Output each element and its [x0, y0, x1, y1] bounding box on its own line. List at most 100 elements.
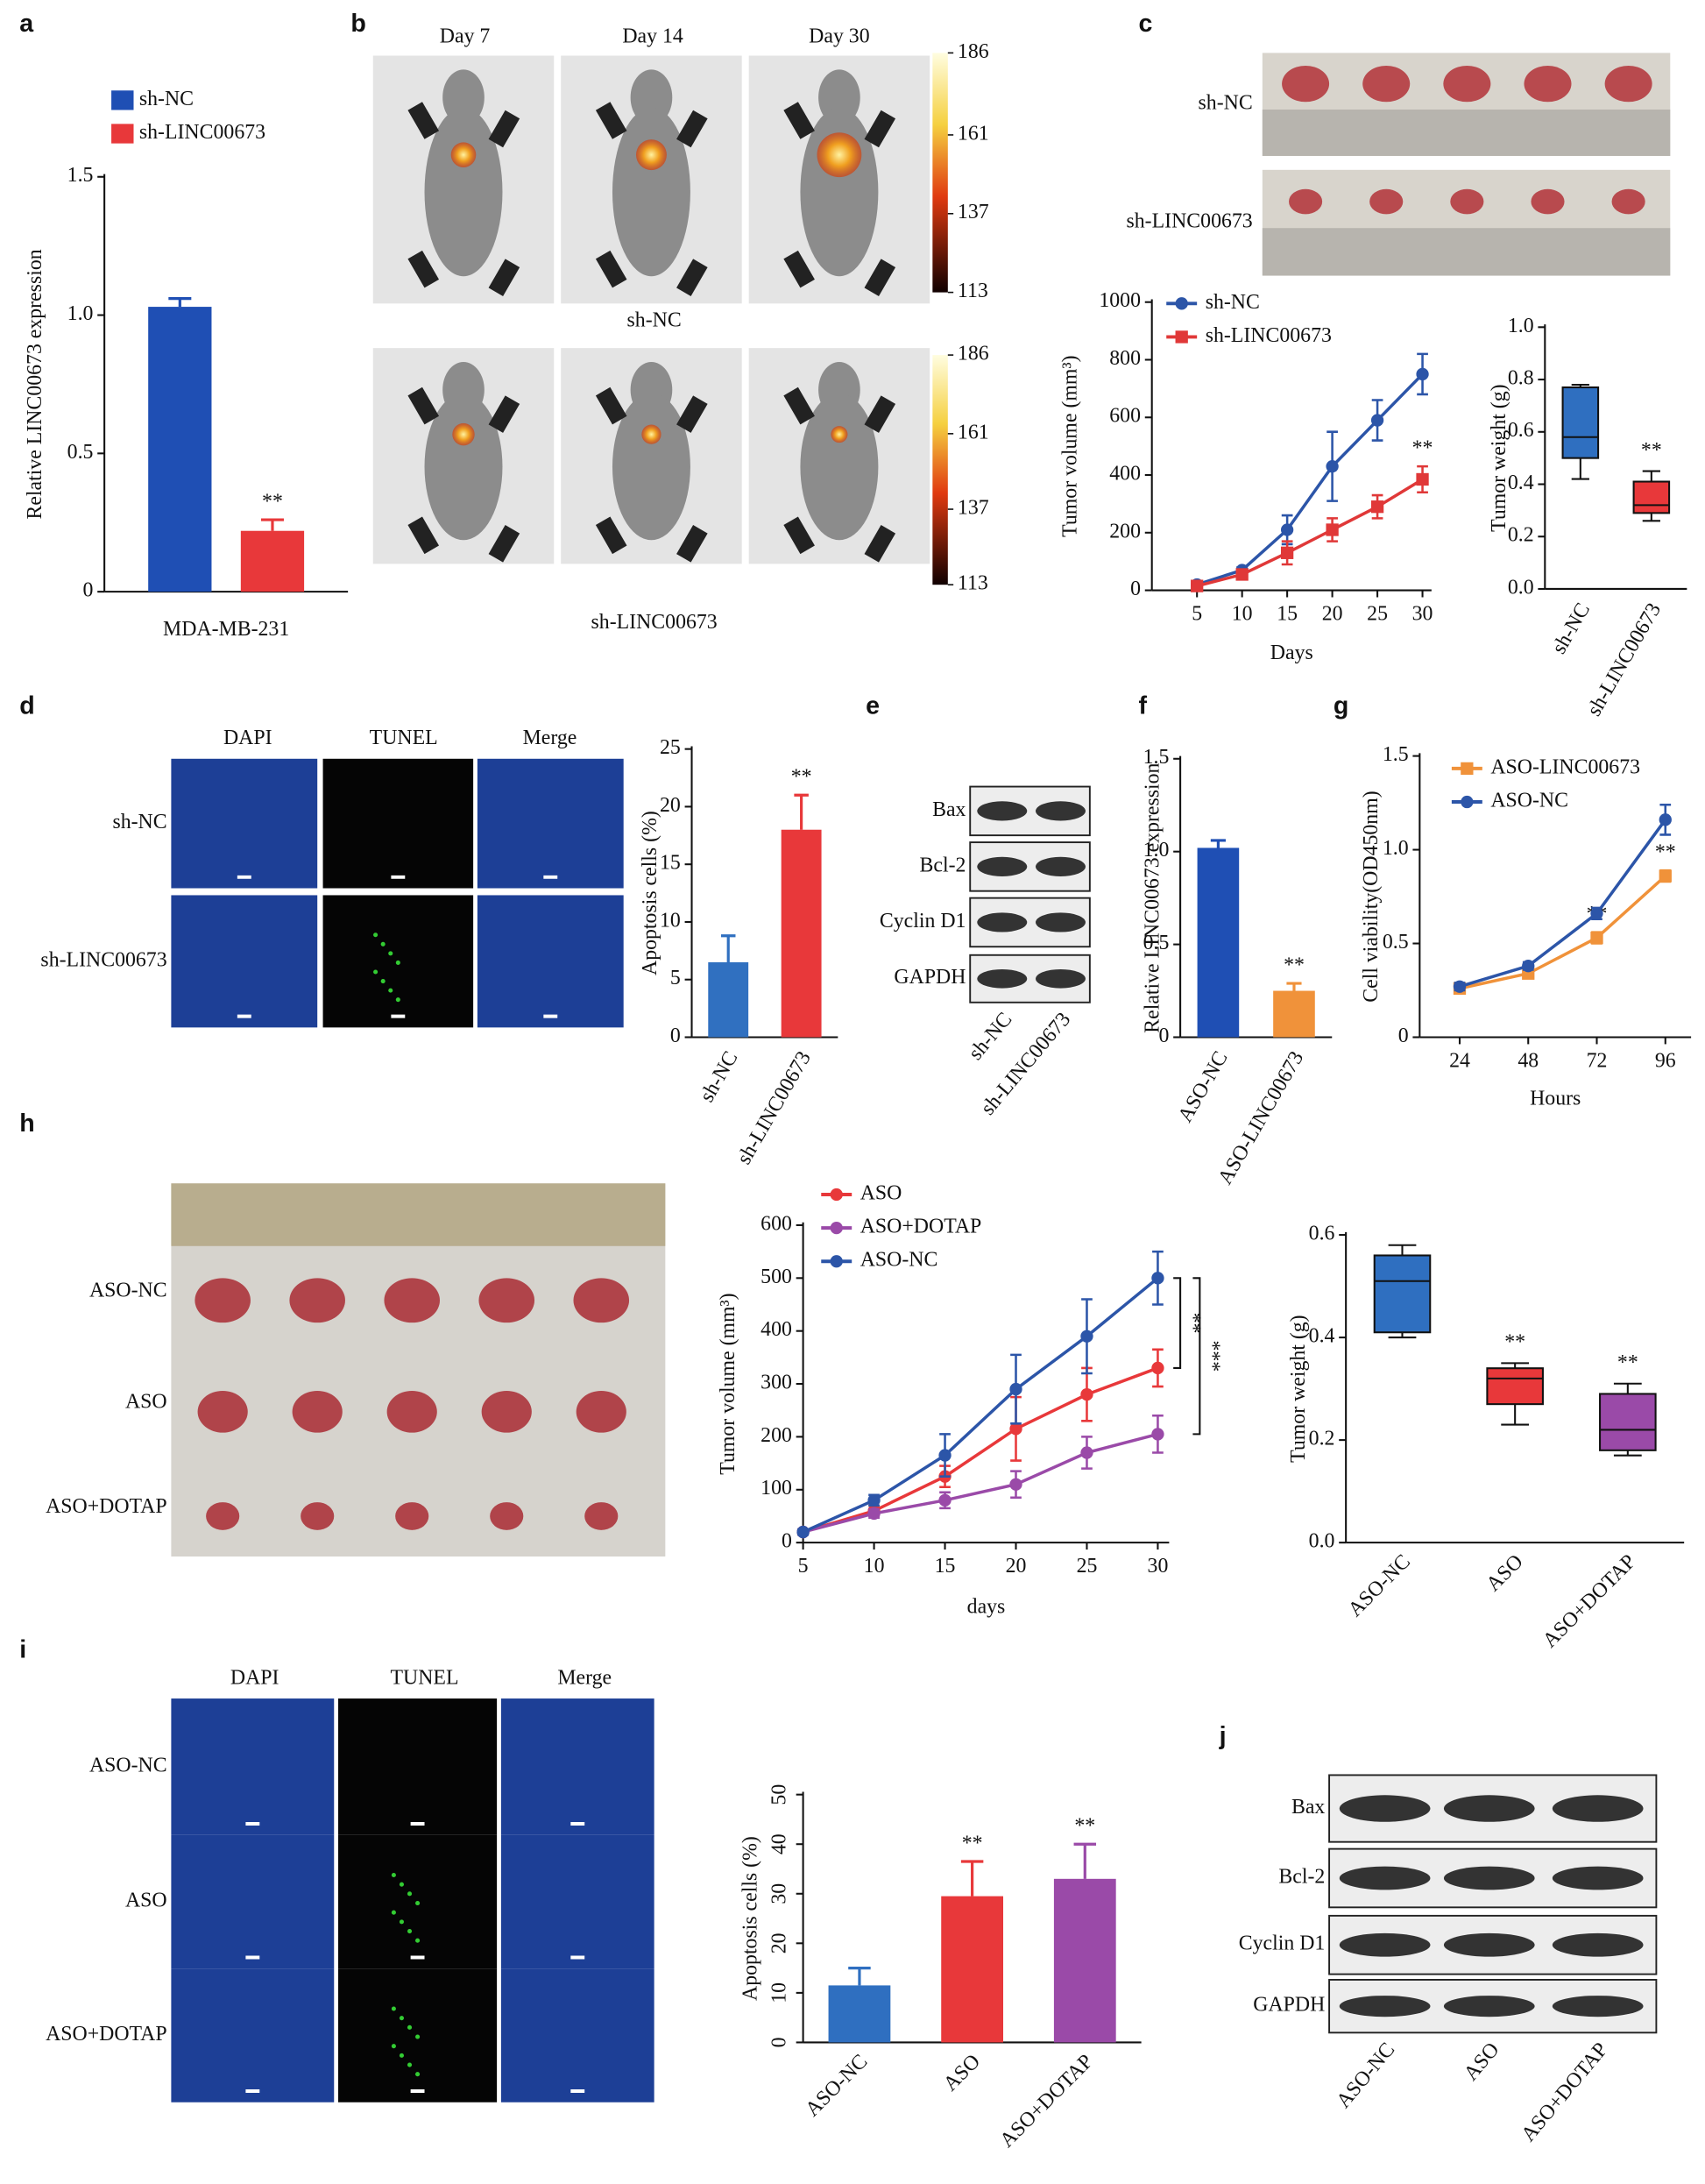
column-label: TUNEL	[370, 727, 438, 749]
y-tick-label: 1.0	[1143, 839, 1170, 862]
row-label: Bax	[932, 798, 966, 821]
row-label: ASO+DOTAP	[46, 1495, 167, 1518]
panel-label: f	[1138, 692, 1147, 720]
tumor	[301, 1502, 335, 1530]
data-point	[1080, 1387, 1093, 1401]
error-bar	[168, 297, 192, 308]
y-axis-label: Cell viability(OD450nm)	[1360, 791, 1383, 1002]
column-label: Day 7	[440, 25, 491, 47]
tumor	[292, 1390, 343, 1433]
row-label: GAPDH	[894, 966, 966, 989]
row-label: Bax	[1291, 1796, 1325, 1819]
micrograph	[500, 1968, 654, 2102]
legend-marker	[1461, 762, 1474, 776]
blot-band	[1552, 1795, 1644, 1822]
tumor	[386, 1390, 437, 1433]
legend-marker	[830, 1221, 843, 1235]
significance-label: **	[1181, 1313, 1204, 1334]
blot-band	[1443, 1932, 1535, 1957]
legend-label: ASO+DOTAP	[860, 1216, 982, 1238]
y-tick-label: 0.6	[1309, 1223, 1335, 1245]
row-label: ASO	[125, 1391, 167, 1414]
colorbar-label: 113	[958, 572, 988, 595]
tunel-signal	[391, 1872, 396, 1878]
tape	[864, 110, 896, 148]
significance-label: **	[1074, 1815, 1095, 1838]
error-bar	[960, 1860, 984, 1897]
x-tick-label: 96	[1655, 1050, 1676, 1073]
tape	[407, 250, 440, 288]
y-tick-label: 0.0	[1508, 576, 1534, 599]
y-tick-label: 1.0	[67, 302, 94, 325]
micrograph	[171, 1698, 335, 1835]
x-tick-label: 72	[1587, 1050, 1608, 1073]
tunel-signal	[380, 979, 386, 984]
micrograph	[171, 895, 318, 1028]
tunel-signal	[395, 997, 400, 1003]
data-point	[1009, 1422, 1022, 1436]
y-tick-label: 0	[1158, 1025, 1169, 1047]
y-tick-label: 200	[1109, 520, 1141, 542]
blot-band	[1036, 912, 1086, 932]
colorbar-label: 161	[958, 122, 989, 145]
x-axis-label: Hours	[1530, 1087, 1581, 1110]
data-point	[1151, 1272, 1164, 1285]
blot-band	[1443, 1996, 1535, 2017]
legend-marker	[1175, 330, 1188, 344]
blot-band	[1036, 968, 1086, 989]
legend-label: sh-NC	[1206, 291, 1260, 314]
row-label: Bcl-2	[1278, 1865, 1325, 1888]
colorbar-label: 137	[958, 496, 989, 519]
error-bar	[848, 1967, 871, 1986]
tunel-signal	[407, 2024, 413, 2030]
micrograph	[171, 1834, 335, 1969]
legend-label: sh-LINC00673	[139, 121, 265, 144]
ruler	[171, 1183, 666, 1246]
micrograph	[171, 758, 318, 889]
y-axis-label: Tumor weight (g)	[1287, 1315, 1310, 1462]
x-tick-label: 5	[798, 1555, 809, 1578]
error-bar	[1073, 1842, 1097, 1879]
panel-label: c	[1138, 10, 1152, 38]
legend-label: ASO-NC	[860, 1249, 938, 1272]
mouse-body	[424, 393, 503, 541]
y-axis-label: Apoptosis cells (%)	[639, 811, 661, 975]
tunel-signal	[373, 932, 378, 938]
tape	[864, 395, 896, 433]
tunel-signal	[399, 1919, 405, 1925]
row-label: sh-NC	[1199, 92, 1253, 115]
tape	[676, 525, 708, 563]
y-tick-label: 20	[768, 1932, 791, 1954]
series-line	[803, 1366, 1159, 1534]
x-tick-label: 5	[1192, 603, 1202, 626]
tumor	[395, 1502, 429, 1530]
column-label: DAPI	[230, 1666, 279, 1689]
data-point	[1191, 579, 1204, 592]
row-label: Bcl-2	[920, 854, 966, 876]
blot-band	[1443, 1866, 1535, 1890]
tape	[488, 259, 520, 296]
x-tick-label: 15	[935, 1555, 956, 1578]
tunel-signal	[399, 2053, 405, 2058]
tunel-signal	[391, 2044, 396, 2049]
signal	[450, 142, 477, 167]
blot-band	[1552, 1866, 1644, 1890]
y-tick-label: 200	[761, 1424, 792, 1447]
data-point	[1522, 960, 1535, 973]
ruler	[1262, 110, 1671, 156]
error-bar	[1286, 982, 1302, 991]
micrograph	[500, 1698, 654, 1835]
tape	[864, 259, 896, 296]
y-tick-label: 1.5	[67, 164, 94, 187]
row-label: Cyclin D1	[880, 910, 966, 932]
tunel-signal	[395, 960, 400, 965]
micrograph	[500, 1834, 654, 1969]
y-tick-label: 0	[768, 2037, 791, 2047]
signal	[635, 139, 667, 171]
micrograph	[322, 758, 474, 889]
significance-label: **	[1412, 437, 1433, 460]
legend-marker	[830, 1188, 843, 1202]
row-label: sh-NC	[627, 308, 682, 331]
data-point	[1326, 523, 1339, 536]
y-tick-label: 40	[768, 1833, 791, 1854]
